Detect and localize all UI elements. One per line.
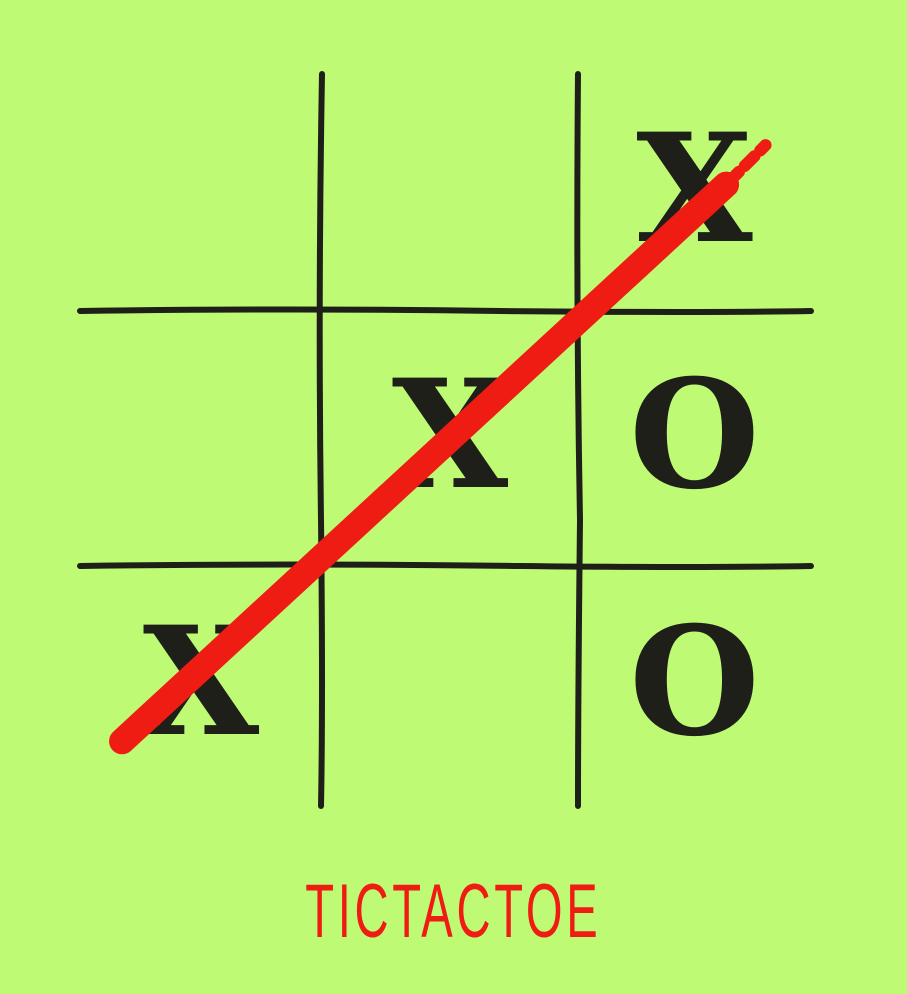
cell-r2-c1[interactable] [80, 311, 322, 566]
x-mark: X [142, 594, 260, 770]
cell-r3-c2[interactable] [322, 566, 578, 806]
cell-r1-c3[interactable]: X [578, 74, 811, 311]
cell-r2-c2[interactable]: X [322, 311, 578, 566]
cell-r3-c1[interactable]: X [80, 566, 322, 806]
x-mark: X [391, 346, 509, 523]
o-mark: O [629, 346, 760, 523]
cell-r1-c1[interactable] [80, 74, 322, 311]
x-mark: X [636, 100, 753, 277]
cell-r2-c3[interactable]: O [578, 311, 811, 566]
game-title: TICTACTOE [305, 869, 602, 954]
cell-r3-c3[interactable]: O [578, 566, 811, 806]
o-mark: O [629, 594, 760, 770]
cell-r1-c2[interactable] [322, 74, 578, 311]
